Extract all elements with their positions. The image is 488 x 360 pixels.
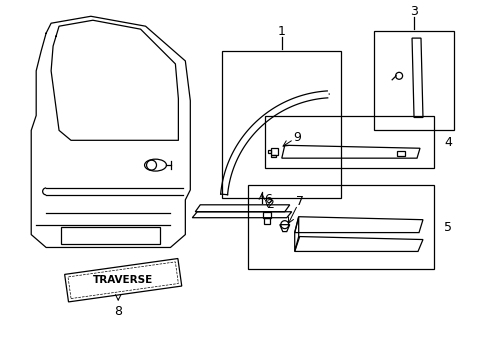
Text: 4: 4 xyxy=(443,136,451,149)
Bar xyxy=(222,51,341,198)
Text: 9: 9 xyxy=(292,131,300,144)
Bar xyxy=(270,155,275,157)
Bar xyxy=(267,150,270,153)
Bar xyxy=(263,212,270,218)
Bar xyxy=(270,148,277,155)
Bar xyxy=(247,185,433,269)
Bar xyxy=(264,218,269,224)
Text: 2: 2 xyxy=(265,198,273,211)
Bar xyxy=(68,262,178,298)
Text: 1: 1 xyxy=(277,24,285,38)
Bar xyxy=(264,117,433,168)
Text: TRAVERSE: TRAVERSE xyxy=(93,275,153,285)
Text: 3: 3 xyxy=(409,5,417,18)
Bar xyxy=(373,31,453,130)
Bar xyxy=(61,227,160,244)
Text: 5: 5 xyxy=(443,221,451,234)
Text: 8: 8 xyxy=(114,306,122,319)
Text: 6: 6 xyxy=(264,193,271,206)
Bar xyxy=(64,258,182,302)
Bar xyxy=(396,151,404,156)
Text: 7: 7 xyxy=(295,195,303,208)
